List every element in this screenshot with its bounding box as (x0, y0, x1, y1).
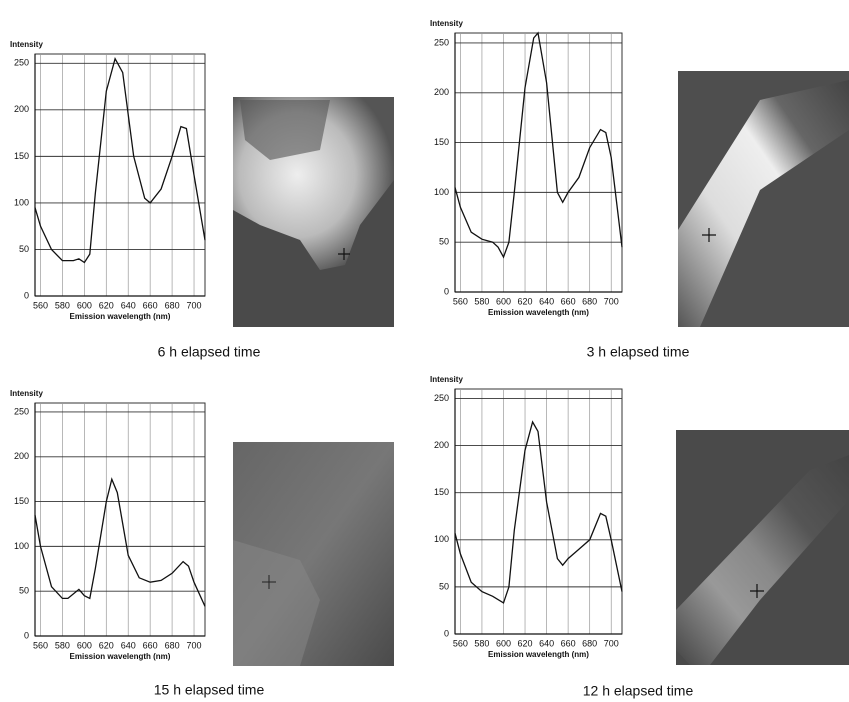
y-tick-label: 0 (24, 630, 29, 640)
x-tick-label: 680 (582, 296, 597, 306)
y-tick-label: 100 (14, 541, 29, 551)
x-tick-label: 680 (582, 638, 597, 648)
y-axis-label: Intensity (10, 40, 43, 49)
x-tick-label: 660 (561, 638, 576, 648)
x-axis-label: Emission wavelength (nm) (488, 650, 589, 659)
x-tick-label: 560 (33, 640, 48, 650)
x-tick-label: 560 (33, 300, 48, 310)
y-tick-label: 100 (434, 187, 449, 197)
y-axis-label: Intensity (10, 389, 43, 398)
x-tick-label: 680 (165, 640, 180, 650)
plot-area (34, 402, 206, 637)
x-tick-label: 700 (604, 296, 619, 306)
x-tick-label: 580 (55, 640, 70, 650)
caption: 6 h elapsed time (158, 344, 261, 360)
y-tick-label: 0 (444, 286, 449, 296)
x-tick-label: 660 (143, 640, 158, 650)
y-tick-label: 250 (14, 406, 29, 416)
y-tick-label: 50 (439, 581, 449, 591)
spectrum-line (454, 31, 623, 259)
x-tick-label: 560 (453, 638, 468, 648)
x-tick-label: 660 (143, 300, 158, 310)
y-tick-label: 150 (14, 151, 29, 161)
x-tick-label: 620 (99, 300, 114, 310)
y-axis-label: Intensity (430, 19, 463, 28)
x-tick-label: 640 (539, 638, 554, 648)
x-tick-label: 700 (187, 300, 202, 310)
x-tick-label: 580 (474, 296, 489, 306)
micrograph (233, 442, 394, 666)
caption: 15 h elapsed time (154, 682, 265, 698)
plot-area (454, 388, 623, 635)
y-tick-label: 50 (19, 586, 29, 596)
plot-area (34, 53, 206, 297)
plot-area (454, 32, 623, 293)
micrograph (233, 97, 394, 327)
y-tick-label: 0 (444, 628, 449, 638)
x-tick-label: 680 (165, 300, 180, 310)
y-tick-label: 250 (434, 393, 449, 403)
x-tick-label: 700 (604, 638, 619, 648)
y-tick-label: 100 (14, 197, 29, 207)
y-tick-label: 200 (14, 451, 29, 461)
x-axis-label: Emission wavelength (nm) (488, 308, 589, 317)
x-tick-label: 600 (496, 296, 511, 306)
x-axis-label: Emission wavelength (nm) (70, 652, 171, 661)
spectrum-line (34, 477, 206, 607)
micrograph (676, 430, 849, 665)
x-tick-label: 580 (55, 300, 70, 310)
y-tick-label: 200 (434, 87, 449, 97)
x-tick-label: 620 (518, 638, 533, 648)
x-tick-label: 620 (518, 296, 533, 306)
caption: 12 h elapsed time (583, 683, 694, 699)
spectrum-line (34, 56, 206, 264)
y-tick-label: 150 (14, 496, 29, 506)
y-tick-label: 50 (19, 244, 29, 254)
y-axis-label: Intensity (430, 375, 463, 384)
y-tick-label: 250 (434, 37, 449, 47)
x-axis-label: Emission wavelength (nm) (70, 312, 171, 321)
x-tick-label: 620 (99, 640, 114, 650)
x-tick-label: 660 (561, 296, 576, 306)
y-tick-label: 200 (14, 104, 29, 114)
y-tick-label: 150 (434, 487, 449, 497)
x-tick-label: 600 (77, 300, 92, 310)
y-tick-label: 0 (24, 290, 29, 300)
x-tick-label: 640 (121, 640, 136, 650)
y-tick-label: 150 (434, 137, 449, 147)
spectrum-line (454, 420, 623, 604)
x-tick-label: 700 (187, 640, 202, 650)
y-tick-label: 100 (434, 534, 449, 544)
y-tick-label: 50 (439, 237, 449, 247)
x-tick-label: 560 (453, 296, 468, 306)
x-tick-label: 640 (121, 300, 136, 310)
y-tick-label: 250 (14, 58, 29, 68)
x-tick-label: 580 (474, 638, 489, 648)
x-tick-label: 600 (496, 638, 511, 648)
y-tick-label: 200 (434, 440, 449, 450)
micrograph (678, 71, 849, 327)
x-tick-label: 600 (77, 640, 92, 650)
x-tick-label: 640 (539, 296, 554, 306)
caption: 3 h elapsed time (587, 344, 690, 360)
